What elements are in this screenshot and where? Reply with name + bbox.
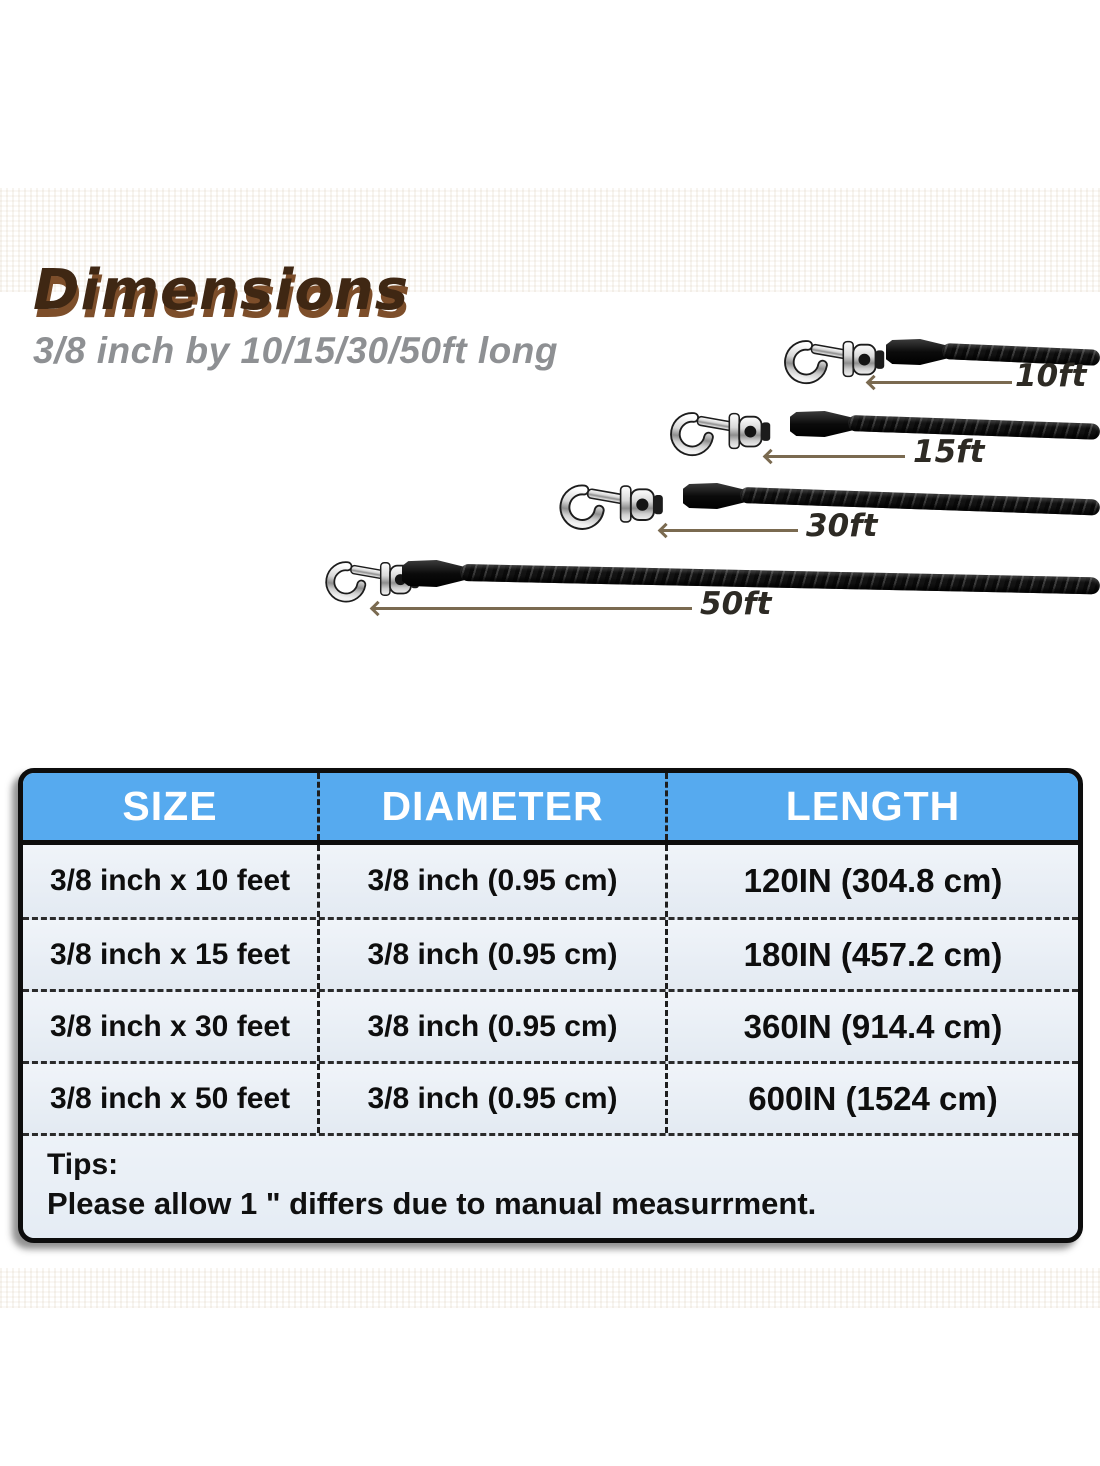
cable-crimp-sleeve	[402, 560, 465, 587]
cell-diameter: 3/8 inch (0.95 cm)	[317, 1064, 665, 1133]
length-arrow	[865, 374, 1012, 390]
length-arrow	[762, 448, 905, 464]
cell-length: 360IN (914.4 cm)	[665, 992, 1078, 1061]
cable-length-label: 50ft	[700, 586, 772, 622]
table-row: 3/8 inch x 10 feet 3/8 inch (0.95 cm) 12…	[23, 845, 1078, 917]
spec-table-header: SIZE DIAMETER LENGTH	[23, 773, 1078, 845]
arrow-line	[660, 528, 798, 532]
texture-band-bottom	[0, 1268, 1100, 1308]
snap-hook-icon	[559, 484, 663, 530]
cable-length-label: 10ft	[1015, 358, 1087, 394]
page-title: Dimensions	[33, 258, 410, 323]
column-header-diameter: DIAMETER	[317, 773, 665, 840]
cable-10ft: 10ft	[778, 326, 1100, 410]
table-row: 3/8 inch x 15 feet 3/8 inch (0.95 cm) 18…	[23, 917, 1078, 989]
cell-size: 3/8 inch x 10 feet	[49, 864, 291, 897]
cell-size: 3/8 inch x 15 feet	[49, 937, 291, 971]
page-subtitle: 3/8 inch by 10/15/30/50ft long	[33, 330, 558, 371]
cable-length-label: 15ft	[913, 434, 985, 470]
cell-diameter: 3/8 inch (0.95 cm)	[317, 920, 665, 989]
arrow-line	[372, 606, 692, 610]
arrowhead-left-icon	[657, 522, 674, 538]
snap-hook-icon	[784, 340, 885, 385]
arrow-line	[765, 454, 905, 458]
cable-crimp-sleeve	[886, 339, 948, 365]
arrow-line	[868, 380, 1012, 384]
cell-length: 600IN (1524 cm)	[665, 1064, 1078, 1133]
arrowhead-left-icon	[762, 448, 779, 464]
cable-rope	[739, 487, 1100, 516]
length-arrow	[369, 600, 692, 616]
cable-30ft: 30ft	[542, 466, 1100, 554]
arrowhead-left-icon	[369, 600, 386, 616]
length-arrow	[657, 522, 798, 538]
cell-size: 3/8 inch x 30 feet	[49, 1009, 291, 1043]
cable-crimp-sleeve	[683, 483, 745, 509]
tips-label: Tips:	[47, 1148, 119, 1181]
table-row: 3/8 inch x 50 feet 3/8 inch (0.95 cm) 60…	[23, 1061, 1078, 1133]
cell-diameter: 3/8 inch (0.95 cm)	[317, 992, 665, 1061]
spec-table: SIZE DIAMETER LENGTH 3/8 inch x 10 feet …	[18, 768, 1083, 1243]
cable-length-label: 30ft	[806, 508, 878, 544]
tips-row: Tips: Please allow 1 " differs due to ma…	[23, 1133, 1078, 1238]
cell-size: 3/8 inch x 50 feet	[49, 1081, 291, 1115]
column-header-size: SIZE	[122, 783, 218, 829]
cell-length: 120IN (304.8 cm)	[665, 845, 1078, 917]
cable-rope	[459, 564, 1100, 595]
cell-diameter: 3/8 inch (0.95 cm)	[317, 845, 665, 917]
cable-50ft: 50ft	[322, 542, 1100, 634]
arrowhead-left-icon	[865, 374, 882, 390]
cable-15ft: 15ft	[650, 396, 1100, 482]
column-header-length: LENGTH	[665, 773, 1078, 840]
cell-length: 180IN (457.2 cm)	[665, 920, 1078, 989]
tips-text: Please allow 1 " differs due to manual m…	[47, 1186, 817, 1221]
table-row: 3/8 inch x 30 feet 3/8 inch (0.95 cm) 36…	[23, 989, 1078, 1061]
cable-crimp-sleeve	[790, 411, 853, 437]
snap-hook-icon	[670, 412, 771, 457]
